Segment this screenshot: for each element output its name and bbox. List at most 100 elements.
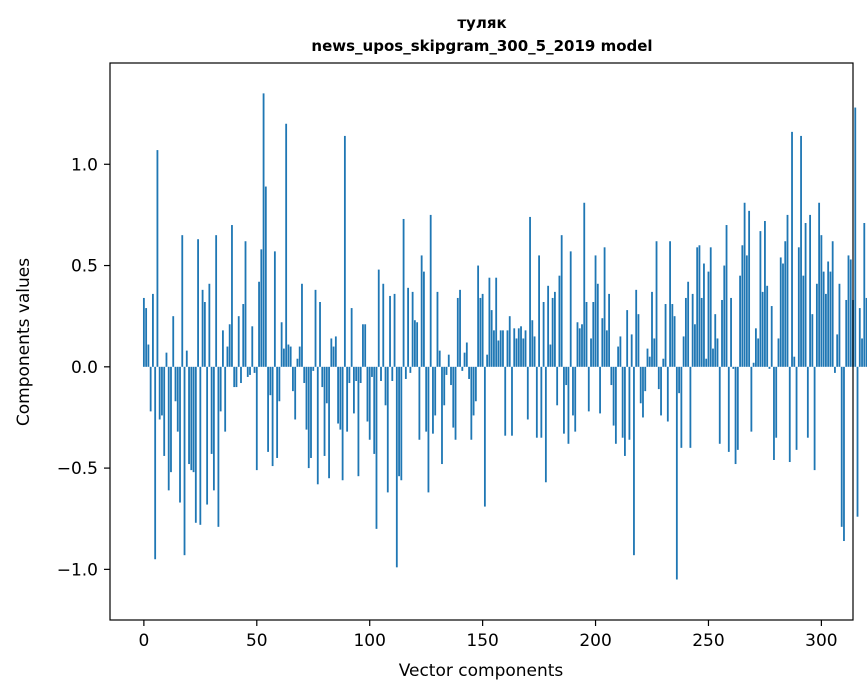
bar-component-83 xyxy=(330,338,333,367)
bar-component-316 xyxy=(856,366,859,517)
bar-component-230 xyxy=(662,358,665,367)
bar-component-315 xyxy=(854,107,857,367)
bar-component-161 xyxy=(506,330,509,367)
bar-component-279 xyxy=(773,366,775,460)
bar-component-96 xyxy=(359,366,362,384)
x-axis-label: Vector components xyxy=(399,661,564,681)
bar-component-63 xyxy=(285,123,288,367)
bar-component-226 xyxy=(653,338,656,367)
bar-component-152 xyxy=(486,354,489,367)
bar-component-144 xyxy=(468,366,470,379)
x-axis-ticks: 0 50 100 150 200 250 300 xyxy=(138,620,838,651)
bar-component-101 xyxy=(371,366,373,377)
bar-component-125 xyxy=(425,366,428,432)
bar-component-180 xyxy=(549,344,552,367)
bar-component-32 xyxy=(215,235,218,367)
bar-component-73 xyxy=(307,366,310,469)
bar-component-295 xyxy=(809,214,811,367)
bar-component-52 xyxy=(260,249,263,367)
bar-component-93 xyxy=(353,366,355,414)
bar-component-231 xyxy=(664,304,667,367)
bar-component-108 xyxy=(386,366,389,493)
bar-component-313 xyxy=(849,259,852,367)
bar-component-299 xyxy=(818,202,821,367)
bar-component-132 xyxy=(441,366,443,465)
bar-component-130 xyxy=(436,291,439,367)
bar-component-254 xyxy=(716,338,719,367)
bar-component-261 xyxy=(732,366,735,369)
bar-component-59 xyxy=(276,366,279,458)
bar-component-160 xyxy=(504,366,507,436)
bar-component-131 xyxy=(438,350,441,367)
bar-component-186 xyxy=(563,366,565,434)
bar-component-19 xyxy=(185,350,188,367)
bar-component-21 xyxy=(190,366,193,471)
bar-component-49 xyxy=(253,366,256,373)
bar-component-240 xyxy=(684,297,687,367)
bar-component-25 xyxy=(199,366,202,525)
bar-component-3 xyxy=(149,366,152,412)
bar-component-298 xyxy=(815,283,818,367)
bar-component-229 xyxy=(660,366,662,416)
bar-component-74 xyxy=(310,366,312,458)
y-axis-label: Components values xyxy=(14,258,34,426)
bar-component-292 xyxy=(802,275,805,367)
y-tick-label: −0.5 xyxy=(57,459,98,479)
bar-component-220 xyxy=(639,366,642,404)
bar-component-281 xyxy=(777,338,780,367)
bar-component-288 xyxy=(793,356,796,367)
bar-component-87 xyxy=(339,366,342,430)
bar-component-142 xyxy=(463,352,466,367)
bar-component-18 xyxy=(183,366,186,556)
bar-component-222 xyxy=(644,366,647,392)
bar-component-84 xyxy=(332,346,335,367)
bar-component-217 xyxy=(633,366,635,556)
bar-component-17 xyxy=(181,235,184,367)
bar-component-265 xyxy=(741,245,744,367)
bar-component-42 xyxy=(237,316,240,367)
bar-component-98 xyxy=(364,324,367,367)
bar-component-210 xyxy=(617,346,620,367)
bar-component-13 xyxy=(172,316,175,367)
bar-component-51 xyxy=(258,281,260,367)
bar-component-277 xyxy=(768,366,771,369)
bar-component-6 xyxy=(156,150,159,367)
bar-component-109 xyxy=(389,295,391,367)
bar-component-237 xyxy=(678,366,681,394)
bar-component-155 xyxy=(493,330,495,367)
bar-component-260 xyxy=(730,297,732,367)
bar-component-40 xyxy=(233,366,236,388)
bar-component-291 xyxy=(800,135,802,367)
bar-component-126 xyxy=(427,366,430,493)
bar-component-248 xyxy=(703,263,705,367)
x-tick-label: 100 xyxy=(353,631,385,651)
bar-component-250 xyxy=(707,271,710,367)
bar-component-56 xyxy=(269,366,272,396)
y-axis-ticks: −1.0 −0.5 0.0 0.5 1.0 xyxy=(57,155,110,580)
bar-component-296 xyxy=(811,314,814,367)
bar-component-60 xyxy=(278,366,281,402)
bar-component-134 xyxy=(445,366,448,375)
bar-component-245 xyxy=(696,247,699,367)
bar-component-184 xyxy=(558,275,561,367)
bar-component-176 xyxy=(540,366,543,438)
bar-component-234 xyxy=(671,304,674,367)
bar-component-90 xyxy=(346,366,349,432)
bar-component-65 xyxy=(289,346,292,367)
bar-component-8 xyxy=(161,366,163,416)
bar-component-43 xyxy=(240,366,242,384)
bar-component-36 xyxy=(224,366,227,432)
chart-title-line2: news_upos_skipgram_300_5_2019 model xyxy=(311,37,652,55)
bar-component-11 xyxy=(167,366,170,491)
bar-component-191 xyxy=(574,366,577,432)
bar-component-37 xyxy=(226,346,229,367)
bar-component-75 xyxy=(312,366,315,371)
bar-component-103 xyxy=(375,366,378,529)
bar-component-308 xyxy=(838,283,841,367)
bar-component-293 xyxy=(804,223,807,367)
bar-component-61 xyxy=(280,322,283,367)
y-tick-label: 1.0 xyxy=(71,155,98,175)
y-tick-label: 0.5 xyxy=(71,257,98,277)
bar-component-111 xyxy=(393,293,396,367)
